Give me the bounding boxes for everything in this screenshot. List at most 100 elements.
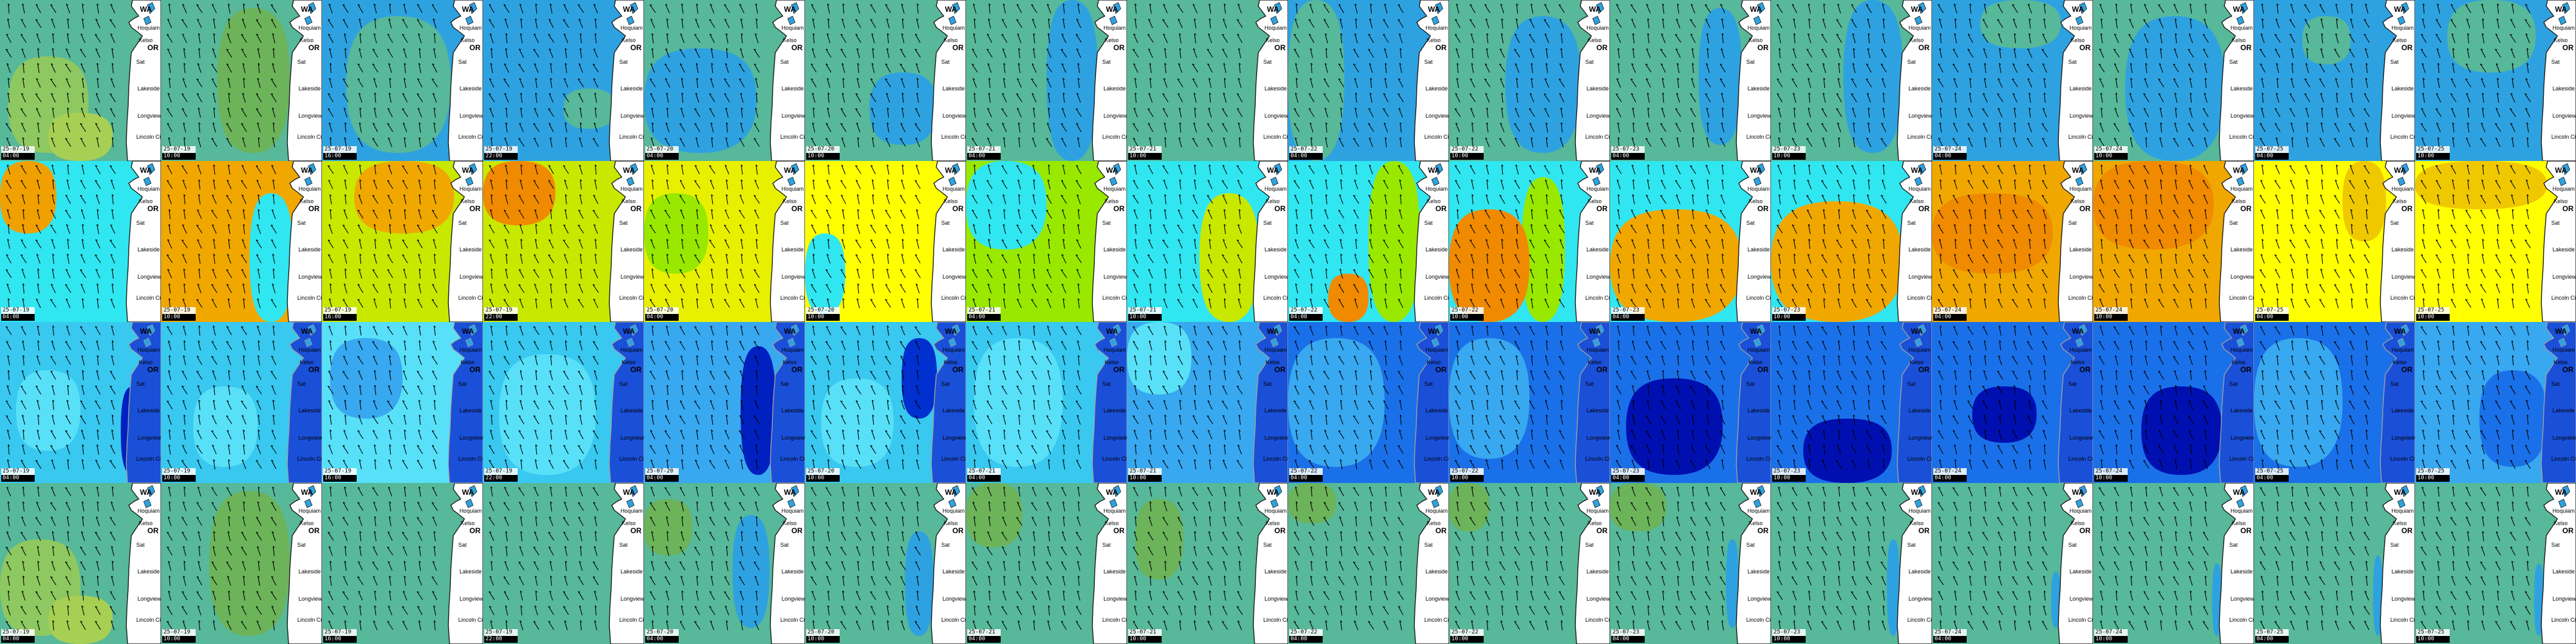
forecast-tile[interactable]: WA Hoquiam Kelso OR Sat Lakeside Longview Linco… (0, 483, 161, 644)
place-label: OR (469, 204, 481, 213)
forecast-tile[interactable]: WA Hoquiam Kelso OR Sat Lakeside Longview Linco… (2093, 161, 2254, 322)
forecast-tile[interactable]: WA Hoquiam Kelso OR Sat Lakeside Longview Linco… (483, 322, 644, 483)
land-mass (770, 161, 805, 322)
forecast-tile[interactable]: WA Hoquiam Kelso OR Sat Lakeside Longview Linco… (1288, 161, 1449, 322)
wind-arrow (1823, 77, 1825, 89)
forecast-tile[interactable]: WA Hoquiam Kelso OR Sat Lakeside Longview Linco… (966, 322, 1127, 483)
forecast-tile[interactable]: WA Hoquiam Kelso OR Sat Lakeside Longview Linco… (1932, 0, 2093, 161)
forecast-tile[interactable]: WA Hoquiam Kelso OR Sat Lakeside Longview Linco… (1288, 0, 1449, 161)
place-label: Lincoln City (1102, 456, 1127, 462)
place-label: Lincoln City (1907, 456, 1932, 462)
forecast-tile[interactable]: WA Hoquiam Kelso OR Sat Lakeside Longview Linco… (0, 161, 161, 322)
wind-arrow (1676, 63, 1680, 73)
wind-arrow (37, 194, 40, 205)
forecast-tile[interactable]: WA Hoquiam Kelso OR Sat Lakeside Longview Linco… (966, 0, 1127, 161)
wind-arrow (2334, 48, 2340, 58)
forecast-tile[interactable]: WA Hoquiam Kelso OR Sat Lakeside Longview Linco… (1449, 322, 1610, 483)
forecast-tile[interactable]: WA Hoquiam Kelso OR Sat Lakeside Longview Linco… (1288, 322, 1449, 483)
forecast-tile[interactable]: WA Hoquiam Kelso OR Sat Lakeside Longview Linco… (2415, 161, 2576, 322)
forecast-tile[interactable]: WA Hoquiam Kelso OR Sat Lakeside Longview Linco… (161, 322, 322, 483)
forecast-tile[interactable]: WA Hoquiam Kelso OR Sat Lakeside Longview Linco… (0, 0, 161, 161)
forecast-tile[interactable]: WA Hoquiam Kelso OR Sat Lakeside Longview Linco… (2415, 322, 2576, 483)
wind-arrow (403, 3, 407, 14)
wind-arrow (418, 283, 422, 294)
place-label: Sat (2551, 220, 2560, 226)
wind-arrow (1938, 93, 1943, 103)
forecast-tile[interactable]: WA Hoquiam Kelso OR Sat Lakeside Longview Linco… (1449, 0, 1610, 161)
wind-arrow (372, 284, 378, 294)
field-contour (483, 161, 555, 225)
forecast-tile[interactable]: WA Hoquiam Kelso OR Sat Lakeside Longview Linco… (805, 161, 966, 322)
wind-arrow (650, 93, 656, 103)
forecast-tile[interactable]: WA Hoquiam Kelso OR Sat Lakeside Longview Linco… (2093, 322, 2254, 483)
forecast-tile[interactable]: WA Hoquiam Kelso OR Sat Lakeside Longview Linco… (1771, 0, 1932, 161)
wind-arrow (2435, 19, 2442, 28)
forecast-tile[interactable]: WA Hoquiam Kelso OR Sat Lakeside Longview Linco… (1610, 161, 1771, 322)
place-label: WA (945, 166, 957, 175)
forecast-tile[interactable]: WA Hoquiam Kelso OR Sat Lakeside Longview Linco… (161, 161, 322, 322)
forecast-tile[interactable]: WA Hoquiam Kelso OR Sat Lakeside Longview Linco… (1932, 161, 2093, 322)
wind-arrow (372, 194, 378, 204)
forecast-tile[interactable]: WA Hoquiam Kelso OR Sat Lakeside Longview Linco… (161, 0, 322, 161)
wind-arrow (504, 93, 509, 103)
wind-arrow (20, 165, 27, 175)
place-label: Longview (1908, 274, 1932, 280)
forecast-tile[interactable]: WA Hoquiam Kelso OR Sat Lakeside Longview Linco… (0, 322, 161, 483)
wind-arrow (51, 164, 55, 175)
forecast-tile[interactable]: WA Hoquiam Kelso OR Sat Lakeside Longview Linco… (1449, 161, 1610, 322)
forecast-tile[interactable]: WA Hoquiam Kelso OR Sat Lakeside Longview Linco… (161, 483, 322, 644)
wind-arrow (1163, 78, 1168, 88)
wind-arrow (1017, 33, 1022, 43)
forecast-tile[interactable]: WA Hoquiam Kelso OR Sat Lakeside Longview Linco… (483, 0, 644, 161)
forecast-tile[interactable]: WA Hoquiam Kelso OR Sat Lakeside Longview Linco… (805, 322, 966, 483)
forecast-tile[interactable]: WA Hoquiam Kelso OR Sat Lakeside Longview Linco… (1932, 322, 2093, 483)
forecast-time: 04:00 (1933, 153, 1967, 160)
wind-arrow (1046, 48, 1051, 58)
forecast-tile[interactable]: WA Hoquiam Kelso OR Sat Lakeside Longview Linco… (1127, 0, 1288, 161)
wind-arrow (827, 92, 830, 103)
forecast-tile[interactable]: WA Hoquiam Kelso OR Sat Lakeside Longview Linco… (644, 322, 805, 483)
wind-arrows (1455, 3, 1565, 148)
forecast-tile[interactable]: WA Hoquiam Kelso OR Sat Lakeside Longview Linco… (644, 161, 805, 322)
forecast-tile[interactable]: WA Hoquiam Kelso OR Sat Lakeside Longview Linco… (2254, 0, 2415, 161)
wind-arrow (433, 107, 436, 118)
land-mass (609, 0, 644, 161)
field-contour (209, 491, 290, 636)
wind-arrow (651, 107, 655, 118)
forecast-tile[interactable]: WA Hoquiam Kelso OR Sat Lakeside Longview Linco… (644, 0, 805, 161)
wind-arrow (1720, 78, 1726, 88)
forecast-tile[interactable]: WA Hoquiam Kelso OR Sat Lakeside Longview Linco… (322, 0, 483, 161)
place-label: WA (1589, 327, 1601, 336)
forecast-tile[interactable]: WA Hoquiam Kelso OR Sat Lakeside Longview Linco… (2254, 322, 2415, 483)
forecast-tile[interactable]: WA Hoquiam Kelso OR Sat Lakeside Longview Linco… (1610, 322, 1771, 483)
forecast-tile[interactable]: WA Hoquiam Kelso OR Sat Lakeside Longview Linco… (1771, 322, 1932, 483)
wind-arrow (37, 268, 40, 279)
forecast-tile[interactable]: WA Hoquiam Kelso OR Sat Lakeside Longview Linco… (1610, 0, 1771, 161)
forecast-tile[interactable]: WA Hoquiam Kelso OR Sat Lakeside Longview Linco… (2415, 0, 2576, 161)
forecast-tile[interactable]: WA Hoquiam Kelso OR Sat Lakeside Longview Linco… (966, 161, 1127, 322)
wind-arrow (242, 165, 246, 175)
place-label: WA (2233, 327, 2245, 336)
forecast-tile[interactable]: WA Hoquiam Kelso OR Sat Lakeside Longview Linco… (322, 483, 483, 644)
puget-sound (143, 2, 155, 25)
wind-arrow (2261, 107, 2265, 118)
place-label: Kelso (622, 198, 636, 204)
forecast-tile[interactable]: WA Hoquiam Kelso OR Sat Lakeside Longview Linco… (2093, 0, 2254, 161)
wind-arrow (2334, 123, 2340, 133)
forecast-map (1610, 0, 1771, 161)
forecast-tile[interactable]: WA Hoquiam Kelso OR Sat Lakeside Longview Linco… (483, 161, 644, 322)
forecast-tile[interactable]: WA Hoquiam Kelso OR Sat Lakeside Longview Linco… (1127, 322, 1288, 483)
wind-arrow (6, 284, 11, 294)
forecast-tile[interactable]: WA Hoquiam Kelso OR Sat Lakeside Longview Linco… (1127, 161, 1288, 322)
forecast-tile[interactable]: WA Hoquiam Kelso OR Sat Lakeside Longview Linco… (2254, 161, 2415, 322)
wind-arrow (724, 93, 730, 103)
wind-arrow (1484, 63, 1490, 73)
forecast-tile[interactable]: WA Hoquiam Kelso OR Sat Lakeside Longview Linco… (805, 0, 966, 161)
forecast-tile[interactable]: WA Hoquiam Kelso OR Sat Lakeside Longview Linco… (322, 161, 483, 322)
wind-arrow (1822, 18, 1826, 28)
wind-arrow (2260, 48, 2266, 58)
forecast-tile[interactable]: WA Hoquiam Kelso OR Sat Lakeside Longview Linco… (322, 322, 483, 483)
forecast-tile[interactable]: WA Hoquiam Kelso OR Sat Lakeside Longview Linco… (1771, 161, 1932, 322)
wind-arrow (1018, 63, 1020, 73)
wind-arrow (110, 224, 116, 234)
